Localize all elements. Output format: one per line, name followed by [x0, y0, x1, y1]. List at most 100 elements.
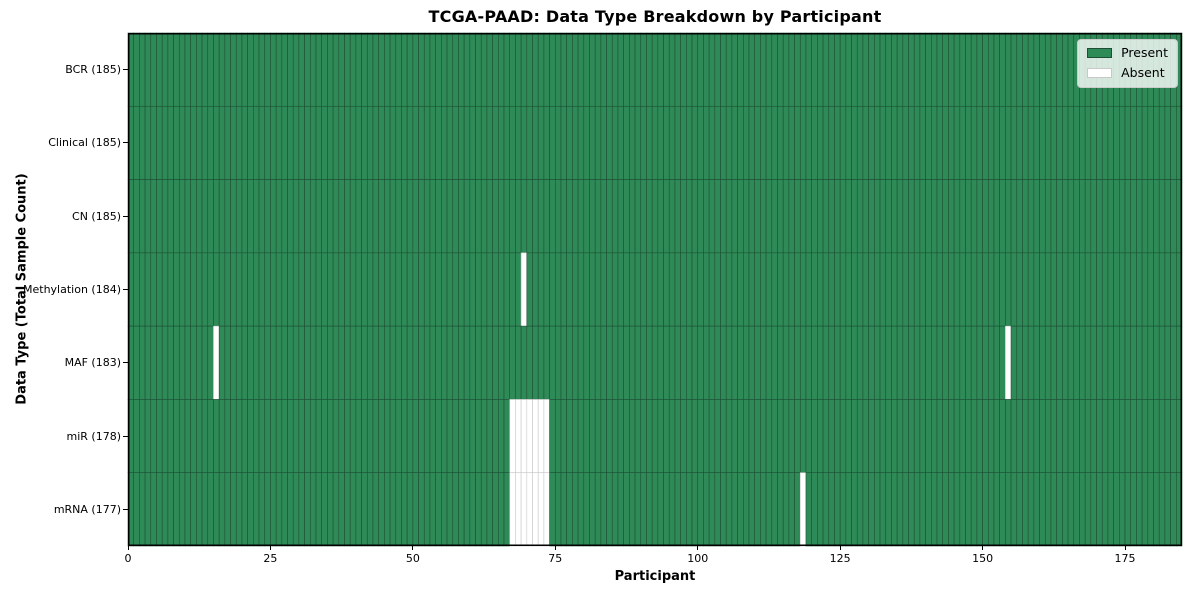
cell: [389, 252, 397, 327]
cell: [714, 399, 721, 474]
cell: [1090, 179, 1097, 254]
cell: [310, 325, 317, 400]
cell: [446, 32, 454, 107]
cell: [942, 399, 949, 474]
cell: [213, 472, 220, 547]
cell: [663, 325, 670, 400]
cell: [509, 252, 516, 327]
cell: [771, 399, 778, 474]
cell: [754, 179, 761, 254]
cell: [332, 179, 340, 254]
x-tick-label: 75: [548, 552, 563, 565]
cell: [150, 179, 157, 254]
cell: [429, 325, 436, 400]
cell: [999, 472, 1006, 547]
cell: [691, 325, 699, 400]
cell: [663, 32, 670, 107]
cell: [611, 472, 619, 547]
cell: [737, 472, 744, 547]
cell: [349, 179, 357, 254]
cell: [834, 472, 841, 547]
cell: [589, 32, 596, 107]
cell: [1027, 472, 1035, 547]
cell: [891, 179, 898, 254]
cell: [982, 472, 989, 547]
cell: [834, 179, 841, 254]
cell: [725, 399, 733, 474]
cell: [879, 472, 887, 547]
cell: [657, 32, 664, 107]
cell: [657, 325, 664, 400]
cell: [1164, 399, 1171, 474]
cell: [139, 105, 146, 180]
cell: [663, 399, 670, 474]
y-tick-label: MAF (183): [64, 356, 121, 370]
cell: [549, 105, 556, 180]
cell: [868, 179, 875, 254]
cell: [406, 325, 414, 400]
cell: [270, 325, 277, 400]
cell: [1056, 105, 1063, 180]
cell: [1027, 32, 1035, 107]
cell: [378, 105, 385, 180]
cell: [361, 325, 368, 400]
x-tick-mark: [554, 546, 556, 550]
cell: [139, 472, 146, 547]
cell: [520, 399, 528, 474]
cell: [310, 399, 317, 474]
x-tick-mark: [127, 546, 129, 550]
cell: [765, 32, 773, 107]
cell: [207, 472, 214, 547]
cell: [885, 179, 892, 254]
cell: [948, 105, 955, 180]
cell: [799, 399, 807, 474]
cell: [1153, 399, 1160, 474]
cell: [680, 105, 687, 180]
cell: [509, 105, 516, 180]
cell: [475, 325, 482, 400]
cell: [794, 399, 801, 474]
cell: [948, 472, 955, 547]
cell: [247, 472, 254, 547]
cell: [1101, 472, 1109, 547]
cell: [879, 105, 887, 180]
cell: [651, 32, 659, 107]
cell: [526, 252, 533, 327]
cell: [629, 325, 636, 400]
cell: [235, 105, 243, 180]
cell: [737, 325, 744, 400]
cell: [1090, 325, 1097, 400]
cell: [332, 252, 340, 327]
cell: [532, 32, 539, 107]
cell: [1033, 32, 1040, 107]
cell: [839, 399, 847, 474]
cell: [913, 325, 921, 400]
cell: [469, 32, 476, 107]
cell: [218, 472, 226, 547]
cell: [150, 472, 157, 547]
cell: [321, 32, 328, 107]
cell: [1107, 105, 1114, 180]
cell: [310, 105, 317, 180]
cell: [976, 105, 983, 180]
cell: [993, 179, 1000, 254]
cell: [623, 399, 630, 474]
cell: [720, 105, 727, 180]
cell: [1044, 105, 1052, 180]
cell: [167, 32, 174, 107]
cell: [891, 32, 898, 107]
cell: [987, 252, 995, 327]
cell: [817, 252, 824, 327]
cell: [879, 32, 887, 107]
cell: [765, 325, 773, 400]
cell: [640, 252, 647, 327]
cell: [144, 472, 152, 547]
cell: [788, 252, 795, 327]
cell: [754, 325, 761, 400]
cell: [355, 252, 362, 327]
cell: [839, 105, 847, 180]
cell: [201, 179, 209, 254]
cell: [281, 105, 288, 180]
y-tick-label: Clinical (185): [48, 136, 121, 150]
cell: [834, 105, 841, 180]
